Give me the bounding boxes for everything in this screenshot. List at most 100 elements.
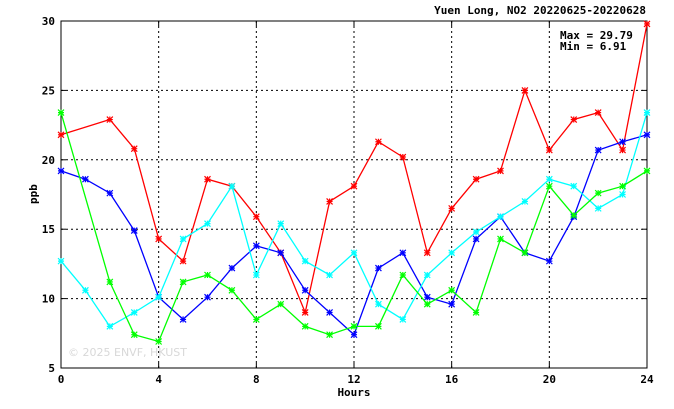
data-point	[594, 204, 602, 212]
data-point	[57, 131, 65, 139]
data-point	[521, 198, 529, 205]
data-point	[130, 309, 138, 316]
data-point	[448, 300, 456, 308]
series-1	[57, 20, 651, 316]
data-point	[643, 167, 651, 175]
data-point	[277, 249, 285, 257]
data-point	[106, 278, 114, 286]
data-point	[594, 146, 602, 154]
data-point	[570, 116, 578, 123]
data-point	[130, 227, 138, 235]
data-point	[81, 175, 89, 183]
data-point	[252, 271, 260, 279]
chart-title: Yuen Long, NO2 20220625-20220628	[434, 4, 646, 17]
data-point	[204, 175, 211, 183]
series-line	[60, 112, 648, 343]
data-point	[252, 315, 260, 323]
data-point	[619, 146, 627, 154]
data-point	[179, 278, 187, 286]
data-point	[301, 322, 309, 330]
data-point	[594, 109, 602, 117]
data-point	[472, 309, 480, 316]
data-point	[228, 286, 236, 294]
data-point	[106, 116, 114, 123]
data-point	[350, 249, 358, 257]
y-tick-label: 25	[42, 84, 55, 97]
data-point	[399, 153, 407, 161]
data-point	[570, 182, 578, 190]
data-point	[521, 86, 529, 94]
data-point	[497, 235, 504, 243]
data-point	[423, 293, 431, 301]
data-point	[204, 293, 211, 301]
data-point	[399, 315, 407, 323]
data-point	[521, 249, 529, 257]
x-tick-label: 20	[543, 373, 556, 386]
data-point	[350, 322, 358, 330]
data-point	[643, 20, 651, 28]
data-point	[570, 211, 578, 219]
data-point	[228, 264, 236, 272]
x-axis: 0 4 8 12 16 20 24	[58, 21, 654, 386]
x-tick-label: 16	[445, 373, 459, 386]
data-point	[497, 167, 504, 175]
data-point	[374, 300, 382, 308]
x-tick-label: 4	[155, 373, 162, 386]
data-point	[619, 182, 627, 190]
data-point	[643, 109, 651, 117]
data-point	[448, 286, 456, 294]
x-tick-label: 8	[253, 373, 260, 386]
data-point	[57, 167, 65, 175]
data-point	[277, 300, 285, 308]
data-point	[545, 175, 553, 183]
data-point	[326, 198, 334, 205]
series-line	[60, 134, 648, 336]
data-point	[619, 191, 627, 198]
max-label: Max = 29.79	[560, 29, 633, 42]
x-tick-label: 12	[347, 373, 360, 386]
data-point	[350, 182, 358, 190]
y-tick-label: 20	[42, 154, 55, 167]
data-point	[545, 146, 553, 154]
data-point	[374, 264, 382, 272]
data-point	[81, 286, 89, 294]
data-point	[57, 109, 65, 117]
series-4	[57, 109, 651, 345]
data-point	[106, 189, 114, 197]
data-point	[106, 322, 114, 330]
watermark: © 2025 ENVF, HKUST	[68, 346, 187, 359]
data-point	[155, 235, 163, 243]
data-point	[472, 228, 480, 236]
data-point	[399, 271, 407, 279]
x-axis-label: Hours	[337, 386, 370, 399]
data-point	[545, 257, 553, 265]
data-point	[423, 249, 431, 257]
data-point	[301, 286, 309, 294]
series-3	[57, 109, 651, 330]
series-line	[60, 23, 648, 315]
data-point	[643, 131, 651, 139]
data-point	[301, 257, 309, 265]
data-point	[326, 309, 334, 316]
y-axis: 5 10 15 20 25 30	[42, 15, 647, 375]
data-point	[472, 235, 480, 243]
y-tick-label: 30	[42, 15, 55, 28]
grid-lines	[61, 21, 647, 368]
data-point	[179, 315, 187, 323]
y-tick-label: 15	[42, 223, 55, 236]
data-point	[252, 242, 260, 250]
data-point	[423, 271, 431, 279]
data-point	[423, 300, 431, 308]
data-point	[448, 249, 456, 257]
y-tick-label: 10	[42, 293, 55, 306]
data-point	[472, 175, 480, 183]
data-point	[326, 331, 334, 339]
x-tick-label: 0	[58, 373, 65, 386]
data-point	[155, 293, 163, 301]
y-axis-label: ppb	[27, 184, 40, 204]
plot-frame	[60, 20, 648, 369]
data-point	[374, 322, 382, 330]
min-label: Min = 6.91	[560, 40, 627, 53]
data-point	[497, 213, 504, 221]
